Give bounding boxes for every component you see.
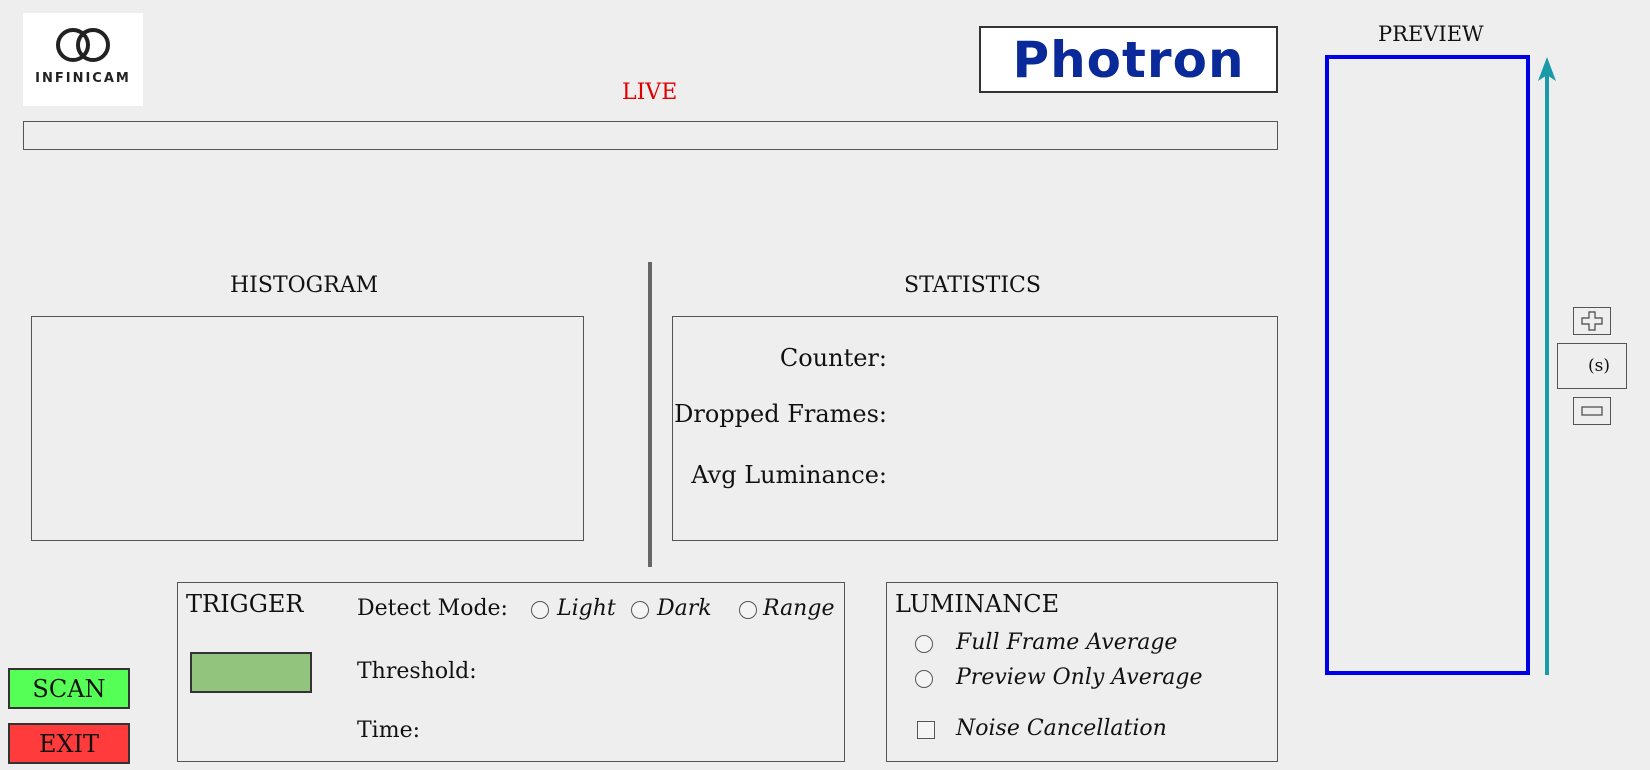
- preview-only-average-label[interactable]: Preview Only Average: [956, 665, 1203, 690]
- time-label: Time:: [357, 718, 421, 743]
- photron-logo: Photron: [979, 26, 1278, 93]
- detect-mode-dark-radio[interactable]: [631, 601, 649, 619]
- section-divider: [648, 262, 652, 567]
- avg-luminance-label: Avg Luminance:: [691, 461, 887, 489]
- luminance-title: LUMINANCE: [895, 590, 1060, 618]
- preview-frame[interactable]: [1325, 55, 1530, 675]
- histogram-panel: [31, 316, 584, 541]
- infinicam-logo-mark: [56, 28, 110, 62]
- trigger-title: TRIGGER: [186, 590, 304, 618]
- preview-only-average-radio[interactable]: [915, 670, 933, 688]
- histogram-title: HISTOGRAM: [230, 273, 379, 298]
- statistics-title: STATISTICS: [904, 273, 1041, 298]
- detect-mode-label: Detect Mode:: [357, 596, 508, 621]
- noise-cancellation-label[interactable]: Noise Cancellation: [956, 716, 1167, 741]
- statistics-panel: [672, 316, 1278, 541]
- detect-mode-dark-label[interactable]: Dark: [657, 596, 712, 621]
- noise-cancellation-checkbox[interactable]: [917, 721, 935, 739]
- up-arrow-icon: [1538, 57, 1556, 675]
- counter-label: Counter:: [779, 344, 887, 372]
- trigger-indicator: [190, 652, 312, 693]
- infinicam-logo-text: INFINICAM: [35, 71, 131, 86]
- dropped-frames-label: Dropped Frames:: [674, 400, 887, 428]
- preview-title: PREVIEW: [1378, 22, 1484, 46]
- scan-button[interactable]: SCAN: [8, 668, 130, 709]
- trigger-panel: [177, 582, 845, 762]
- infinicam-logo: INFINICAM: [23, 13, 143, 106]
- detect-mode-light-radio[interactable]: [531, 601, 549, 619]
- photron-logo-text: Photron: [1012, 30, 1245, 89]
- zoom-in-button[interactable]: [1573, 307, 1611, 335]
- threshold-label: Threshold:: [357, 659, 477, 684]
- zoom-value-field[interactable]: (s): [1557, 343, 1627, 389]
- plus-icon: [1581, 311, 1603, 331]
- detect-mode-range-radio[interactable]: [739, 601, 757, 619]
- zoom-out-button[interactable]: [1573, 397, 1611, 425]
- exit-button[interactable]: EXIT: [8, 723, 130, 764]
- detect-mode-light-label[interactable]: Light: [557, 596, 616, 621]
- full-frame-average-label[interactable]: Full Frame Average: [956, 630, 1178, 655]
- live-bar: [23, 121, 1278, 150]
- luminance-panel: [886, 582, 1278, 762]
- full-frame-average-radio[interactable]: [915, 635, 933, 653]
- live-label: LIVE: [622, 80, 678, 105]
- detect-mode-range-label[interactable]: Range: [763, 596, 835, 621]
- minus-icon: [1581, 406, 1603, 416]
- zoom-unit-label: (s): [1588, 356, 1610, 376]
